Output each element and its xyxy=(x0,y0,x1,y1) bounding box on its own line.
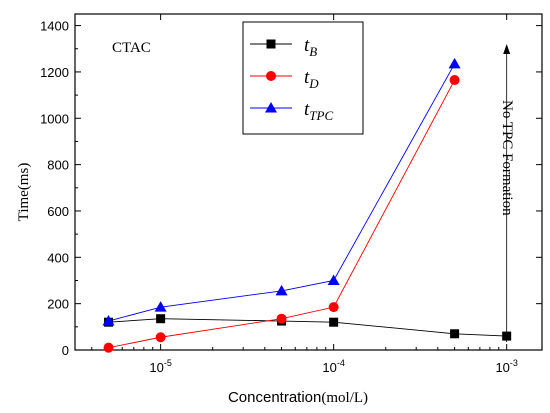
no-tpc-arrow xyxy=(503,44,511,342)
data-point xyxy=(275,284,288,296)
x-tick-label: 10-3 xyxy=(495,358,517,375)
y-axis-title: Time(ms) xyxy=(16,163,32,222)
legend-marker xyxy=(266,71,276,81)
data-point xyxy=(276,313,287,324)
plot-frame xyxy=(74,13,543,351)
y-tick-label: 1400 xyxy=(40,19,69,34)
y-tick-label: 800 xyxy=(47,158,69,173)
axes xyxy=(74,13,543,351)
y-tick-label: 1200 xyxy=(40,65,69,80)
legend: tB tD tTPC xyxy=(242,21,364,135)
series-d xyxy=(103,75,460,353)
x-axis-title: Concentration(mol/L) xyxy=(228,389,368,406)
legend-label: tTPC xyxy=(304,99,333,123)
data-point xyxy=(448,57,461,69)
x-tick-label: 10-5 xyxy=(149,358,171,375)
data-point xyxy=(450,329,460,339)
legend-box xyxy=(242,21,364,135)
data-point xyxy=(154,301,167,312)
y-tick-label: 1000 xyxy=(40,111,69,126)
legend-marker xyxy=(265,102,277,113)
legend-label: tD xyxy=(304,67,319,91)
arrow-head xyxy=(503,44,511,54)
data-point xyxy=(102,315,115,326)
sample-label: CTAC xyxy=(112,40,151,56)
arrow-label: No TPC Formation xyxy=(499,100,515,216)
x-axis-title-main: Concentration xyxy=(228,389,321,406)
y-tick-label: 200 xyxy=(47,297,69,312)
y-tick-label: 400 xyxy=(47,250,69,265)
legend-label: tB xyxy=(304,35,317,59)
y-ticks: 0 200 400 600 800 1000 1200 1400 xyxy=(40,19,542,358)
y-tick-label: 600 xyxy=(47,204,69,219)
data-point xyxy=(327,274,340,285)
x-ticks: 10-5 10-4 10-3 xyxy=(91,14,518,375)
data-point xyxy=(103,342,114,353)
data-point xyxy=(328,302,339,313)
series-line xyxy=(108,318,507,337)
data-point xyxy=(156,314,166,324)
y-tick-label: 0 xyxy=(62,343,69,358)
legend-marker xyxy=(266,39,276,49)
series-tpc xyxy=(102,57,461,326)
series-layer xyxy=(102,57,512,353)
data-point xyxy=(449,75,460,86)
data-point xyxy=(329,317,339,327)
data-point xyxy=(155,332,166,343)
x-axis-title-unit: (mol/L) xyxy=(321,390,368,406)
x-tick-label: 10-4 xyxy=(322,358,344,375)
